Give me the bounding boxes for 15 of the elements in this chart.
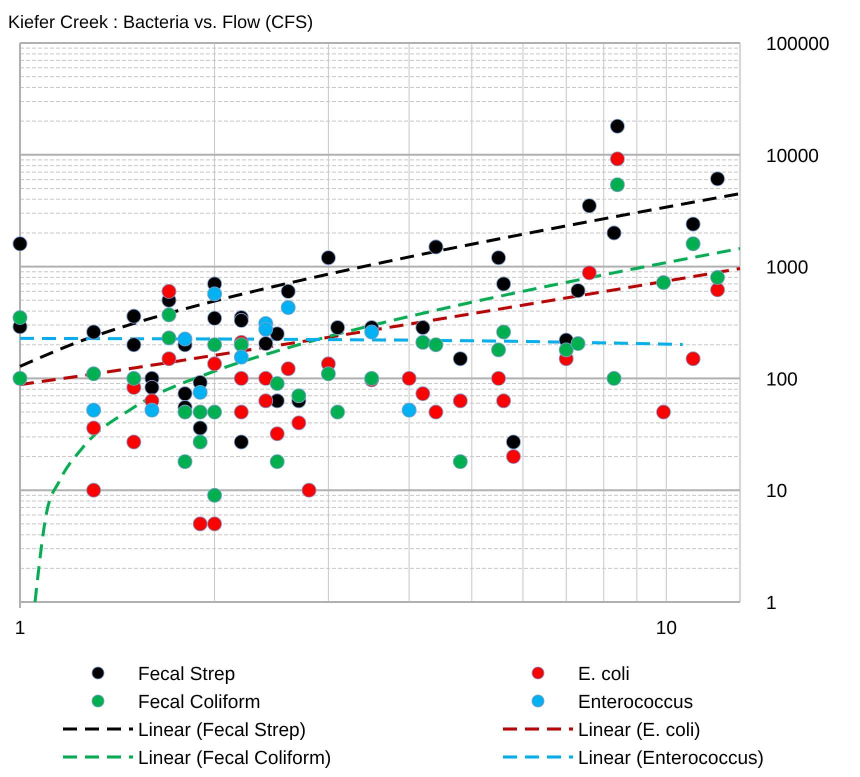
chart-title: Kiefer Creek : Bacteria vs. Flow (CFS) xyxy=(8,12,314,32)
y-tick-label: 10000 xyxy=(766,146,819,167)
legend-label: E. coli xyxy=(578,664,630,685)
y-tick-label: 1000 xyxy=(766,258,808,279)
legend-label: Linear (Fecal Strep) xyxy=(138,720,306,741)
legend-label: Linear (Fecal Coliform) xyxy=(138,748,332,769)
legend-label: Linear (E. coli) xyxy=(578,720,700,741)
legend-label: Linear (Enterococcus) xyxy=(578,748,764,769)
legend-label: Fecal Strep xyxy=(138,664,236,685)
legend-label: Enterococcus xyxy=(578,692,694,713)
y-tick-label: 10 xyxy=(766,481,788,502)
legend-label: Fecal Coliform xyxy=(138,692,260,713)
y-tick-label: 100 xyxy=(766,369,798,390)
y-tick-label: 1 xyxy=(766,593,777,614)
y-tick-label: 100000 xyxy=(766,34,830,55)
